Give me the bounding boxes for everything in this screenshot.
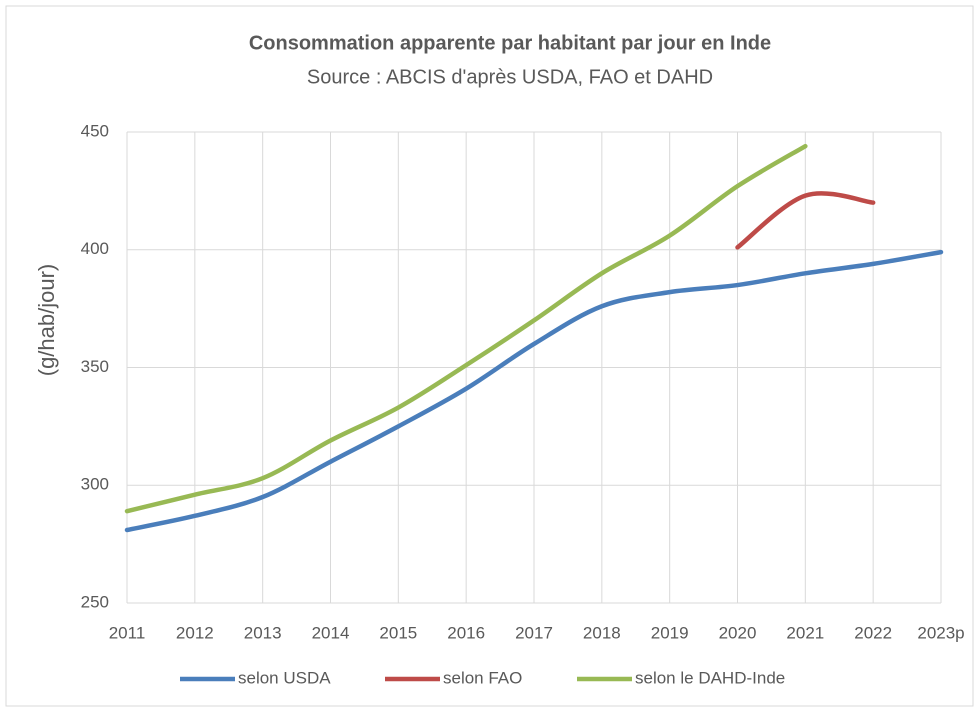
x-tick-label: 2011 — [109, 623, 146, 642]
x-tick-label: 2019 — [651, 623, 689, 642]
series-line — [735, 191, 876, 250]
y-tick-label: 400 — [81, 239, 109, 258]
y-tick-label: 450 — [81, 121, 109, 140]
x-tick-label: 2020 — [719, 623, 757, 642]
chart-subtitle: Source : ABCIS d'après USDA, FAO et DAHD — [307, 66, 713, 88]
chart-border — [5, 5, 974, 707]
y-tick-label: 250 — [81, 592, 109, 611]
x-tick-label: 2022 — [854, 623, 892, 642]
x-tick-label: 2023p — [917, 623, 964, 642]
legend-label: selon FAO — [443, 668, 522, 687]
y-tick-label: 350 — [81, 357, 109, 376]
x-tick-label: 2013 — [244, 623, 282, 642]
chart-title: Consommation apparente par habitant par … — [249, 32, 771, 54]
series-line — [124, 249, 944, 533]
x-tick-label: 2021 — [786, 623, 824, 642]
x-tick-label: 2014 — [312, 623, 350, 642]
x-tick-label: 2012 — [176, 623, 214, 642]
y-axis-label: (g/hab/jour) — [34, 264, 59, 377]
legend-label: selon le DAHD-Inde — [635, 668, 785, 687]
x-tick-label: 2018 — [583, 623, 621, 642]
x-tick-label: 2015 — [379, 623, 417, 642]
y-tick-label: 300 — [81, 475, 109, 494]
series-line — [124, 143, 808, 514]
x-tick-label: 2016 — [447, 623, 485, 642]
legend-label: selon USDA — [238, 668, 331, 687]
x-tick-label: 2017 — [515, 623, 553, 642]
